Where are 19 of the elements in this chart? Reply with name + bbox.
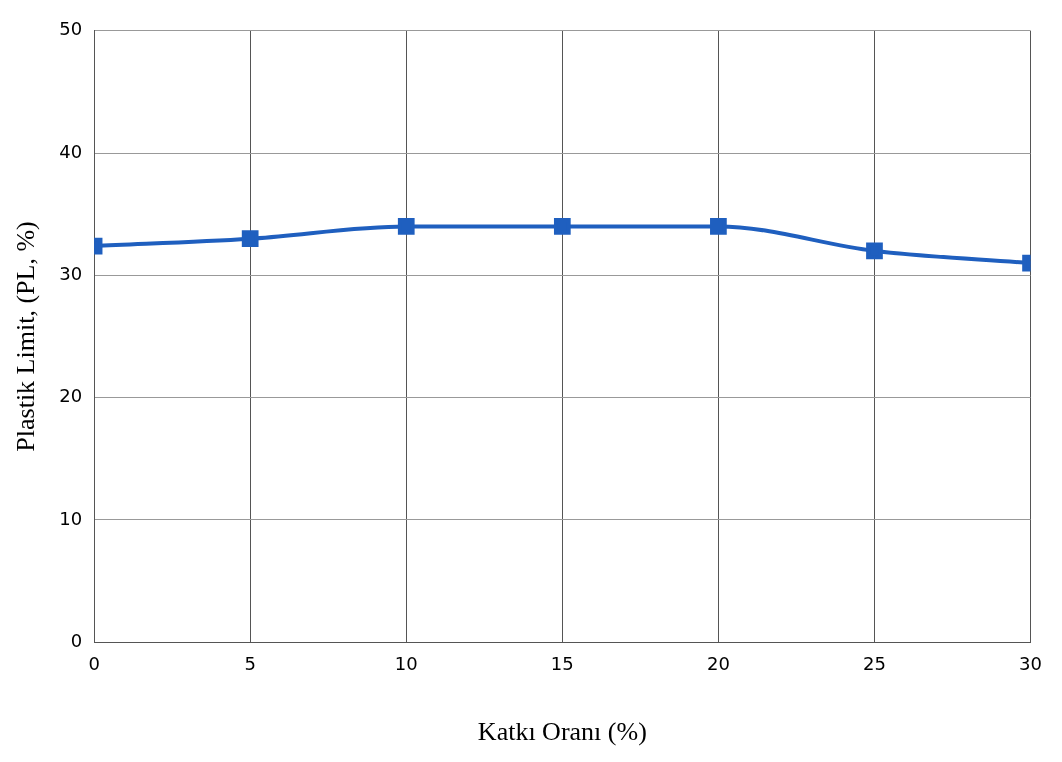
x-tick-label: 15	[550, 652, 574, 674]
y-tick-label: 10	[59, 507, 83, 529]
point	[241, 230, 259, 248]
x-tick-label: 30	[1019, 652, 1042, 674]
y-tick-label: 40	[59, 140, 83, 162]
x-tick-label: 0	[88, 652, 100, 674]
y-tick-label: 30	[59, 263, 83, 285]
x-axis-title: Katkı Oranı (%)	[477, 717, 647, 747]
y-tick-label: 50	[59, 18, 83, 40]
x-tick-label: 10	[394, 652, 418, 674]
x-tick-label: 25	[863, 652, 886, 674]
point	[710, 218, 727, 235]
point	[397, 218, 415, 235]
y-tick-label: 20	[59, 385, 83, 407]
x-tick-label: 5	[244, 652, 256, 674]
x-tick-label: 20	[706, 652, 730, 674]
point	[553, 218, 571, 235]
y-tick-label: 0	[70, 629, 83, 651]
y-axis-title: Plastik Limit, (PL, %)	[11, 221, 41, 452]
